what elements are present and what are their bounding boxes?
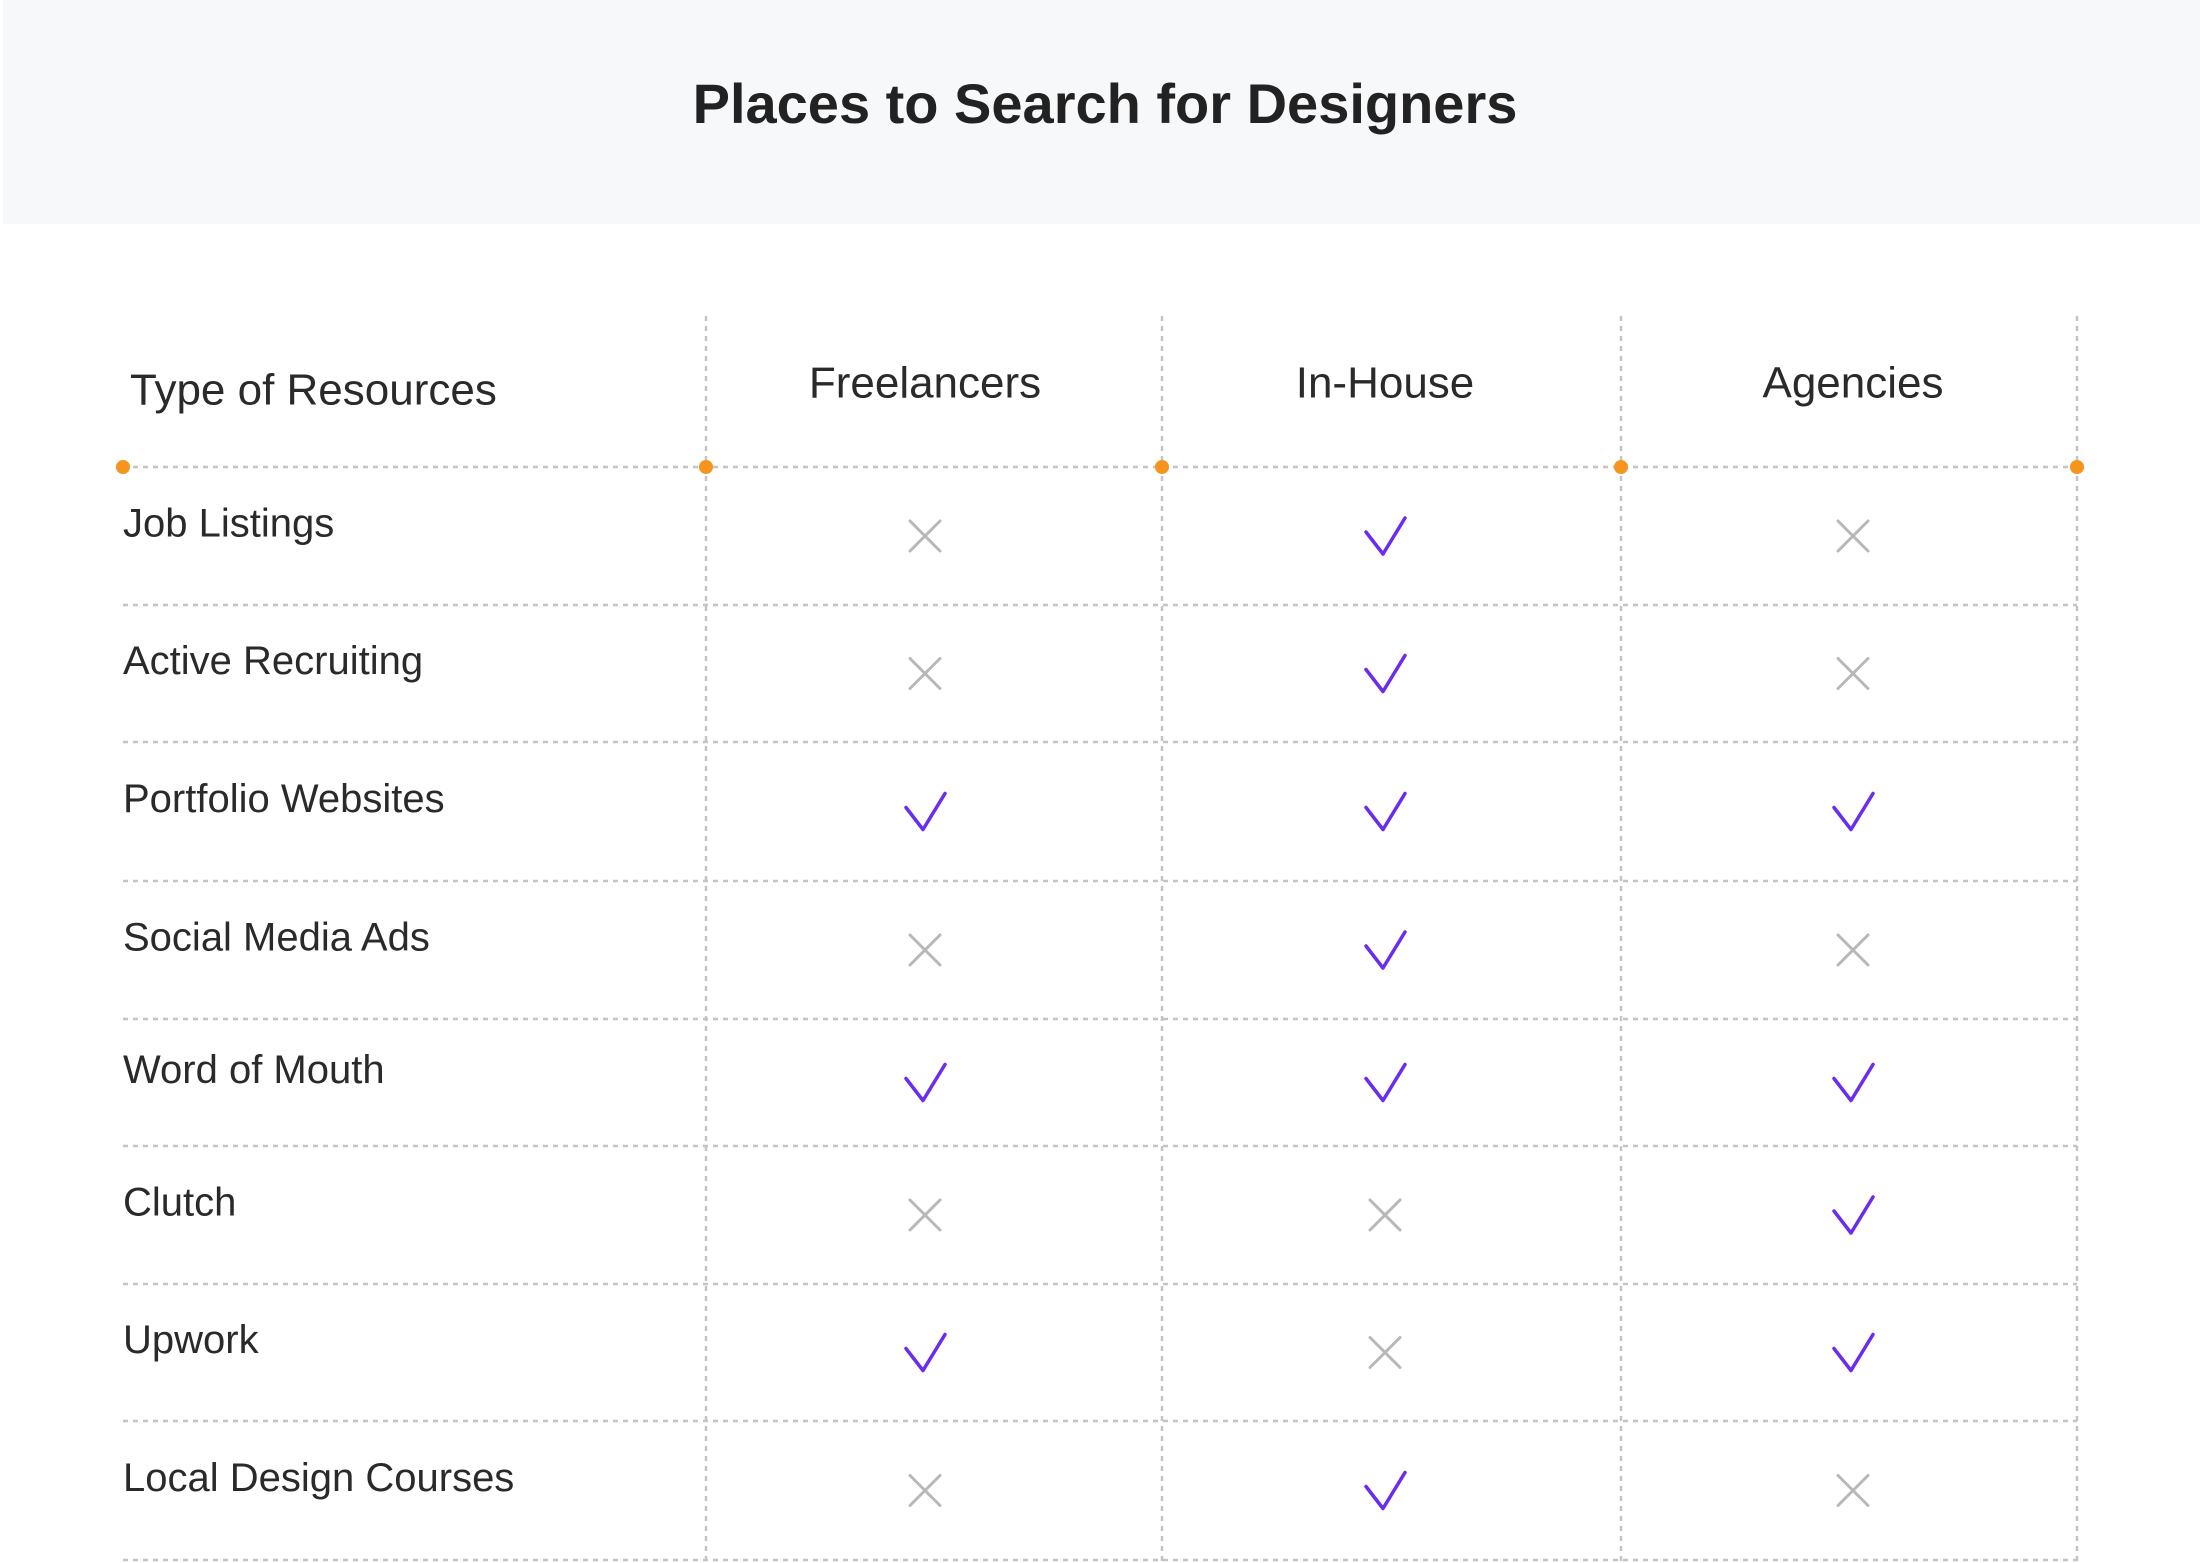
check-icon — [1832, 1195, 1875, 1235]
cross-icon — [1836, 933, 1870, 967]
cross-icon — [1836, 1474, 1870, 1507]
row-label: Word of Mouth — [123, 1048, 385, 1092]
row-label: Portfolio Websites — [123, 777, 445, 821]
row-label: Upwork — [123, 1318, 260, 1362]
check-icon — [1832, 1062, 1875, 1103]
check-icon — [904, 1062, 947, 1103]
row-label: Local Design Courses — [123, 1456, 514, 1500]
check-icon — [1364, 516, 1407, 556]
check-icon — [1364, 653, 1407, 694]
header-dot — [2070, 460, 2084, 474]
check-icon — [904, 791, 947, 832]
check-icon — [1364, 930, 1407, 970]
cross-icon — [1368, 1336, 1402, 1369]
check-icon — [1364, 1470, 1407, 1511]
cross-icon — [908, 519, 942, 553]
column-header: Type of Resources — [130, 366, 497, 415]
check-icon — [1364, 1062, 1407, 1103]
row-label: Active Recruiting — [123, 639, 423, 683]
check-icon — [1832, 1332, 1875, 1373]
header-band — [3, 0, 2200, 224]
row-label: Clutch — [123, 1181, 236, 1225]
column-header: Freelancers — [809, 359, 1041, 408]
header-dot — [1155, 460, 1169, 474]
row-label: Social Media Ads — [123, 916, 430, 960]
cross-icon — [1836, 657, 1870, 690]
header-dot — [699, 460, 713, 474]
cross-icon — [1368, 1198, 1402, 1232]
cross-icon — [908, 1198, 942, 1232]
check-icon — [904, 1332, 947, 1373]
cross-icon — [1836, 519, 1870, 553]
cross-icon — [908, 1474, 942, 1507]
header-dot — [1614, 460, 1628, 474]
check-icon — [1364, 791, 1407, 832]
cross-icon — [908, 933, 942, 967]
cross-icon — [908, 657, 942, 690]
page-title: Places to Search for Designers — [693, 72, 1518, 135]
column-header: Agencies — [1762, 359, 1943, 408]
check-icon — [1832, 791, 1875, 832]
row-label: Job Listings — [123, 502, 334, 546]
header-dot — [116, 460, 130, 474]
column-header: In-House — [1296, 359, 1475, 408]
